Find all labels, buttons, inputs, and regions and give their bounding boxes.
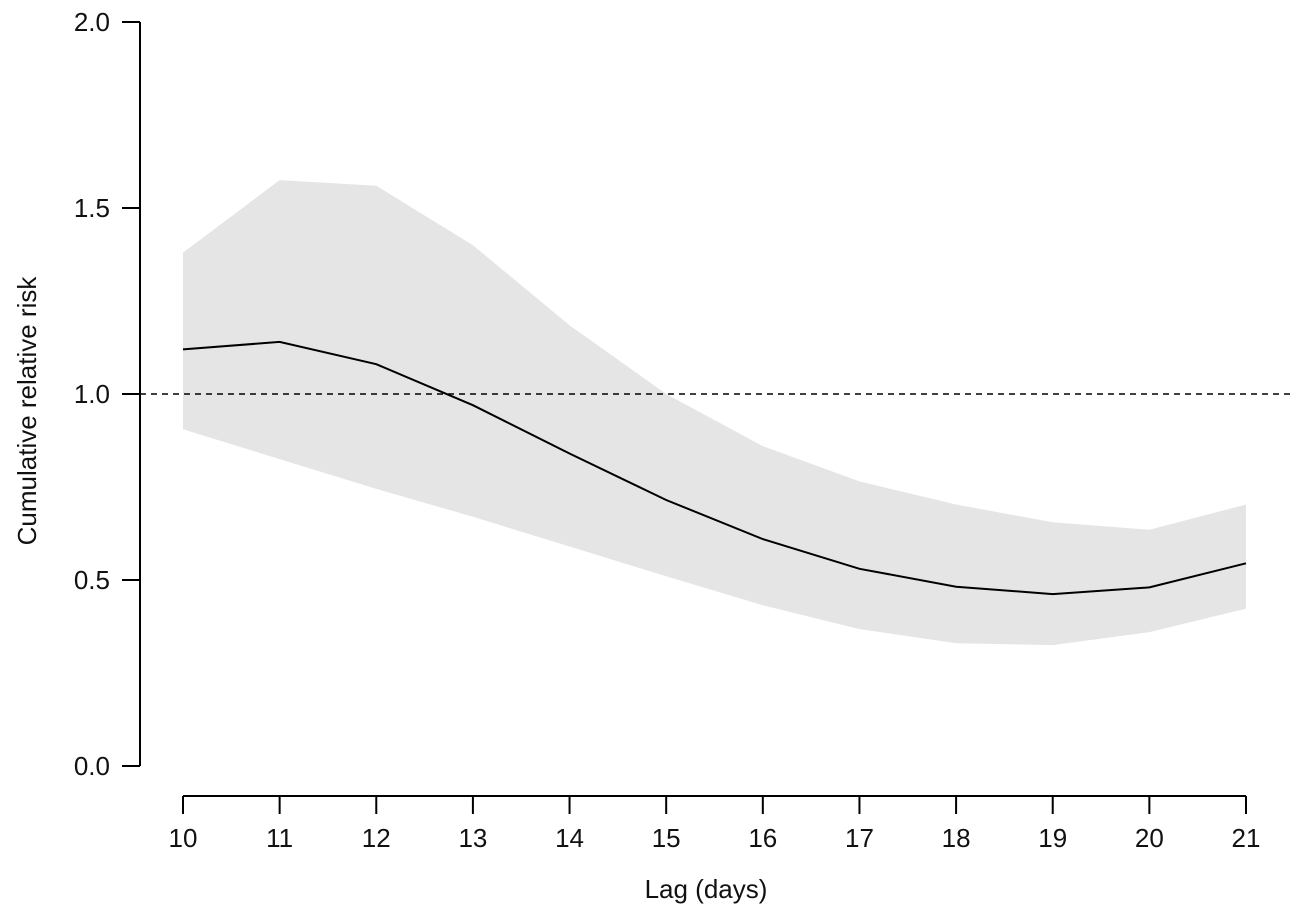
y-tick-label: 2.0 [74,7,110,37]
x-tick-label: 10 [169,823,198,853]
x-tick-label: 11 [266,823,293,853]
y-axis-title: Cumulative relative risk [12,276,42,546]
confidence-band-layer [183,180,1246,646]
x-tick-label: 12 [362,823,391,853]
x-tick-label: 16 [748,823,777,853]
x-tick-label: 21 [1232,823,1261,853]
y-tick-label: 1.5 [74,193,110,223]
y-tick-label: 0.0 [74,751,110,781]
x-tick-label: 15 [652,823,681,853]
confidence-band [183,180,1246,646]
x-tick-label: 17 [845,823,874,853]
x-tick-label: 18 [942,823,971,853]
y-tick-label: 0.5 [74,565,110,595]
series-line [182,340,1247,596]
axes-layer: 0.0 0.5 1.0 1.5 2.0 10 11 12 13 14 15 16 17 18 19 20 21 [74,7,1261,853]
x-tick-label: 20 [1135,823,1164,853]
x-axis-title: Lag (days) [645,874,768,904]
x-tick-label: 13 [458,823,487,853]
x-tick-label: 19 [1038,823,1067,853]
x-tick-label: 14 [555,823,584,853]
y-tick-label: 1.0 [74,379,110,409]
series-line-layer [182,340,1247,596]
